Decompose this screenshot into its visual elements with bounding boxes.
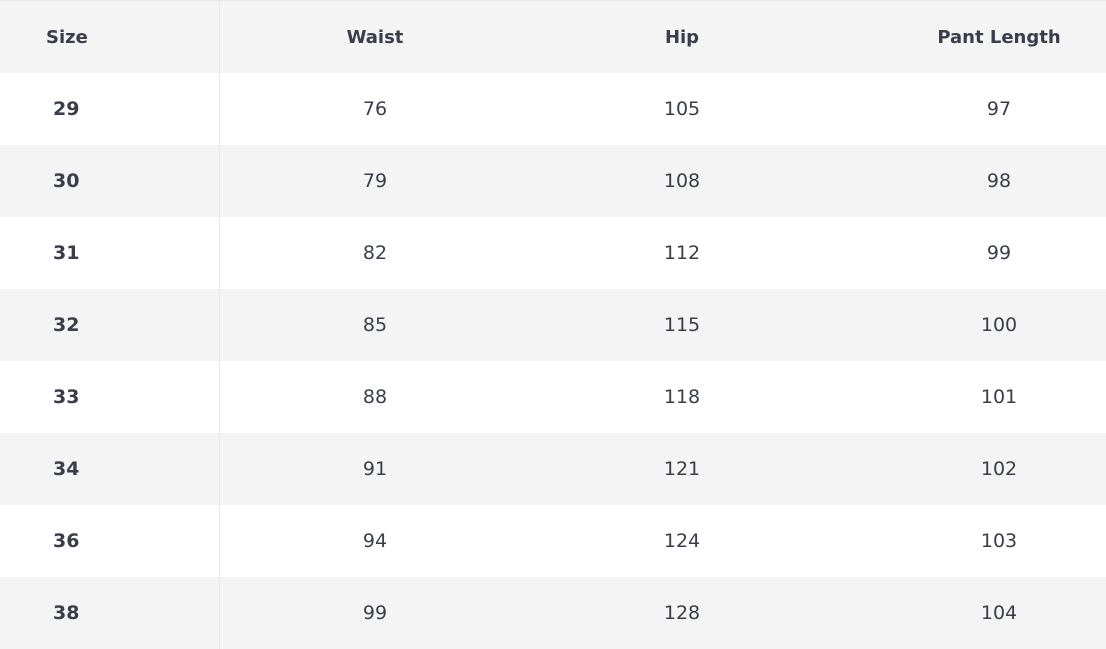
header-waist: Waist <box>346 26 404 48</box>
hip-cell: 115 <box>663 314 701 336</box>
waist-cell: 79 <box>362 170 388 192</box>
header-pant-length: Pant Length <box>937 26 1061 48</box>
waist-cell: 99 <box>362 602 388 624</box>
table-row: 36 94 124 103 <box>0 505 1106 577</box>
waist-cell: 76 <box>362 98 388 120</box>
size-cell: 30 <box>0 145 220 217</box>
waist-cell: 85 <box>362 314 388 336</box>
pant-length-cell: 103 <box>980 530 1018 552</box>
pant-length-cell: 104 <box>980 602 1018 624</box>
size-cell: 32 <box>0 289 220 361</box>
pant-length-cell: 100 <box>980 314 1018 336</box>
header-hip: Hip <box>664 26 700 48</box>
hip-cell: 118 <box>663 386 701 408</box>
hip-cell: 108 <box>663 170 701 192</box>
hip-cell: 112 <box>663 242 701 264</box>
pant-length-cell: 99 <box>986 242 1012 264</box>
waist-cell: 91 <box>362 458 388 480</box>
table-row: 30 79 108 98 <box>0 145 1106 217</box>
size-cell: 38 <box>0 577 220 649</box>
size-cell: 36 <box>0 505 220 577</box>
pant-length-cell: 97 <box>986 98 1012 120</box>
size-cell: 31 <box>0 217 220 289</box>
size-cell: 34 <box>0 433 220 505</box>
hip-cell: 124 <box>663 530 701 552</box>
hip-cell: 128 <box>663 602 701 624</box>
hip-cell: 121 <box>663 458 701 480</box>
waist-cell: 94 <box>362 530 388 552</box>
table-row: 38 99 128 104 <box>0 577 1106 649</box>
table-header-row: Size Waist Hip Pant Length <box>0 1 1106 73</box>
table-row: 33 88 118 101 <box>0 361 1106 433</box>
size-cell: 33 <box>0 361 220 433</box>
pant-length-cell: 101 <box>980 386 1018 408</box>
waist-cell: 88 <box>362 386 388 408</box>
size-cell: 29 <box>0 73 220 145</box>
pant-length-cell: 98 <box>986 170 1012 192</box>
table-row: 31 82 112 99 <box>0 217 1106 289</box>
hip-cell: 105 <box>663 98 701 120</box>
pant-length-cell: 102 <box>980 458 1018 480</box>
table-row: 34 91 121 102 <box>0 433 1106 505</box>
table-row: 32 85 115 100 <box>0 289 1106 361</box>
header-size: Size <box>0 1 220 73</box>
waist-cell: 82 <box>362 242 388 264</box>
table-row: 29 76 105 97 <box>0 73 1106 145</box>
